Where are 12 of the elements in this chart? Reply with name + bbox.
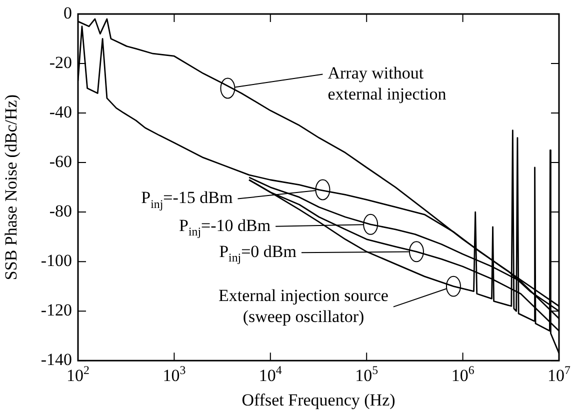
- y-tick-label: -100: [40, 251, 72, 270]
- annotation: Array without external injection: [328, 64, 447, 104]
- y-tick-label: -120: [40, 300, 72, 320]
- y-tick-label: -20: [49, 52, 72, 72]
- y-tick-label: 0: [64, 3, 72, 22]
- annotation: External injection source (sweep oscillator): [218, 286, 388, 326]
- y-tick-label: -80: [49, 202, 72, 221]
- y-tick-label: -40: [49, 102, 72, 122]
- y-axis-title: SSB Phase Noise (dBc/Hz): [2, 94, 21, 280]
- y-tick-label: -140: [40, 350, 72, 370]
- y-tick-label: -60: [49, 152, 72, 172]
- x-axis-title: Offset Frequency (Hz): [242, 390, 396, 410]
